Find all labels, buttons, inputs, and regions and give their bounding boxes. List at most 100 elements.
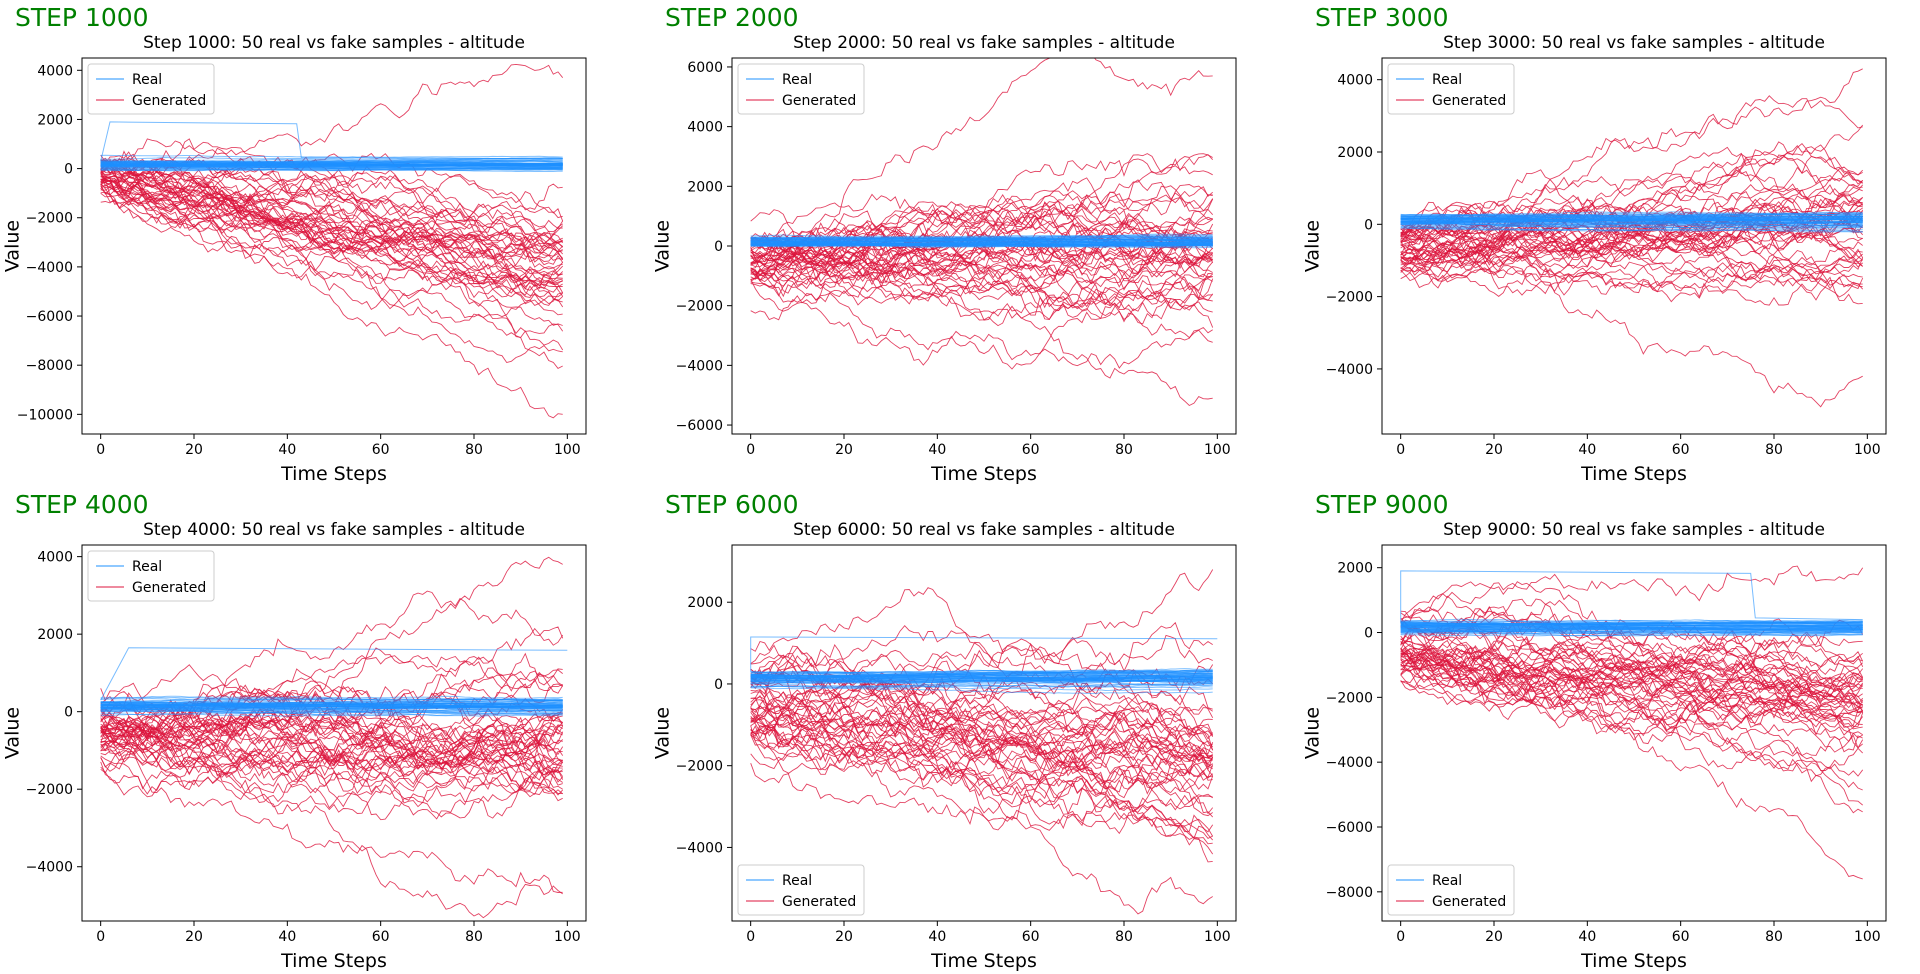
series-lines	[750, 58, 1214, 407]
generated-line	[750, 189, 1214, 263]
generated-line	[750, 195, 1213, 281]
y-axis-label: Value	[1302, 220, 1324, 272]
series-lines	[1400, 565, 1864, 880]
x-tick-label: 0	[96, 442, 105, 458]
x-tick-label: 20	[1485, 442, 1503, 458]
x-tick-label: 40	[928, 442, 946, 458]
legend-label-real: Real	[1432, 873, 1462, 889]
generated-line	[100, 725, 564, 794]
real-line	[750, 677, 1213, 681]
generated-line	[1400, 581, 1863, 707]
generated-line	[750, 714, 1213, 777]
y-tick-label: 2000	[687, 595, 723, 611]
panel-step-6000: STEP 6000 Step 6000: 50 real vs fake sam…	[650, 487, 1290, 974]
generated-line	[1400, 635, 1864, 676]
generated-line	[750, 184, 1213, 270]
generated-line	[100, 63, 564, 174]
y-tick-label: −4000	[1326, 362, 1373, 378]
generated-line	[750, 696, 1214, 841]
generated-line	[100, 191, 563, 310]
step-label: STEP 4000	[15, 490, 149, 519]
y-tick-label: −2000	[676, 759, 723, 775]
generated-line	[100, 173, 563, 288]
plot-frame	[81, 544, 587, 922]
x-tick-label: 40	[1578, 442, 1596, 458]
real-line	[100, 163, 563, 168]
generated-line	[750, 186, 1213, 271]
x-tick-label: 60	[1022, 442, 1040, 458]
y-tick-label: −6000	[676, 418, 723, 434]
x-tick-label: 100	[1204, 929, 1231, 945]
generated-line	[750, 243, 1214, 298]
real-line	[1400, 226, 1863, 232]
generated-line	[750, 231, 1214, 272]
y-tick-label: −4000	[1326, 755, 1373, 771]
generated-line	[1400, 663, 1864, 777]
y-tick-label: 2000	[687, 179, 723, 195]
x-tick-label: 60	[1672, 442, 1690, 458]
generated-line	[750, 212, 1213, 265]
generated-line	[1400, 251, 1863, 306]
y-axis-label: Value	[2, 707, 24, 759]
generated-line	[100, 716, 563, 787]
generated-line	[1400, 634, 1863, 791]
y-axis-label: Value	[2, 220, 24, 272]
x-tick-label: 40	[928, 929, 946, 945]
real-line	[750, 242, 1213, 247]
generated-line	[750, 643, 1213, 737]
generated-line	[100, 704, 563, 783]
y-tick-label: 4000	[1337, 73, 1373, 89]
generated-line	[1400, 649, 1863, 806]
y-tick-label: 4000	[687, 120, 723, 136]
real-line	[100, 121, 563, 162]
real-line	[100, 168, 563, 172]
generated-line	[100, 722, 564, 795]
x-tick-label: 100	[1204, 442, 1231, 458]
x-axis-label: Time Steps	[1580, 950, 1687, 972]
real-line	[100, 695, 563, 700]
chart-title: Step 6000: 50 real vs fake samples - alt…	[793, 520, 1175, 540]
generated-line	[750, 702, 1213, 804]
generated-line	[750, 226, 1213, 304]
real-line	[750, 685, 1213, 692]
generated-line	[100, 183, 563, 369]
x-tick-label: 100	[1854, 929, 1881, 945]
generated-line	[750, 253, 1213, 407]
generated-line	[100, 157, 563, 254]
generated-line	[750, 681, 1214, 754]
generated-line	[750, 709, 1214, 770]
generated-line	[1400, 650, 1864, 721]
generated-line	[750, 265, 1213, 309]
generated-line	[1400, 254, 1863, 298]
y-tick-label: −2000	[26, 211, 73, 227]
generated-line	[750, 726, 1214, 855]
generated-line	[1400, 144, 1863, 253]
series-lines	[100, 63, 564, 419]
x-tick-label: 80	[1115, 442, 1133, 458]
generated-line	[750, 702, 1213, 780]
x-tick-label: 80	[465, 929, 483, 945]
y-tick-label: −6000	[26, 309, 73, 325]
plot-frame	[1381, 544, 1887, 922]
real-line	[100, 167, 563, 171]
x-tick-label: 0	[1396, 929, 1405, 945]
generated-line	[750, 279, 1213, 370]
generated-line	[100, 723, 564, 808]
generated-line	[100, 192, 563, 288]
x-tick-label: 0	[1396, 442, 1405, 458]
series-lines	[750, 569, 1218, 915]
real-line	[100, 160, 563, 163]
generated-line	[100, 175, 564, 302]
generated-line	[1400, 211, 1863, 270]
generated-line	[750, 696, 1214, 794]
generated-line	[750, 721, 1213, 863]
legend: Real Generated	[1387, 63, 1515, 115]
panel-step-1000: STEP 1000 Step 1000: 50 real vs fake sam…	[0, 0, 640, 487]
real-line	[1400, 624, 1863, 627]
x-axis-label: Time Steps	[280, 950, 387, 972]
legend: Real Generated	[87, 550, 215, 602]
generated-line	[100, 181, 563, 301]
y-tick-label: 0	[64, 162, 73, 178]
real-line	[1400, 631, 1863, 637]
x-axis-label: Time Steps	[280, 463, 387, 485]
